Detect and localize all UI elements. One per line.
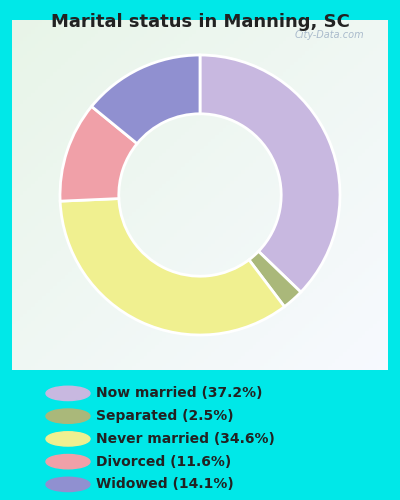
Text: Never married (34.6%): Never married (34.6%) xyxy=(96,432,275,446)
Circle shape xyxy=(46,454,90,469)
Text: Separated (2.5%): Separated (2.5%) xyxy=(96,409,234,423)
Text: Divorced (11.6%): Divorced (11.6%) xyxy=(96,454,231,468)
Circle shape xyxy=(46,432,90,446)
Wedge shape xyxy=(60,198,284,335)
Circle shape xyxy=(46,477,90,492)
Circle shape xyxy=(46,409,90,424)
Text: Marital status in Manning, SC: Marital status in Manning, SC xyxy=(50,13,350,31)
Text: Now married (37.2%): Now married (37.2%) xyxy=(96,386,262,400)
Wedge shape xyxy=(92,55,200,144)
Wedge shape xyxy=(60,106,137,201)
Text: City-Data.com: City-Data.com xyxy=(295,30,364,40)
Circle shape xyxy=(46,386,90,400)
Text: Widowed (14.1%): Widowed (14.1%) xyxy=(96,478,234,492)
Wedge shape xyxy=(249,252,301,306)
Wedge shape xyxy=(200,55,340,292)
